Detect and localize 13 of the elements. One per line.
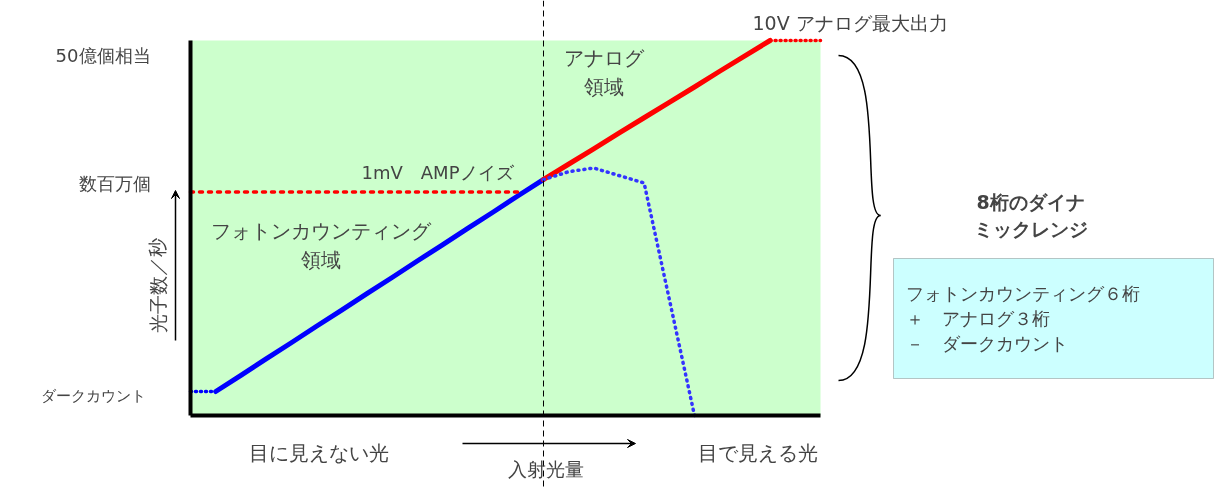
y-axis-title: 光子数／秒 bbox=[146, 238, 169, 333]
text: フォトンカウンティング６桁＋ アナログ３桁－ ダークカウント bbox=[905, 282, 1140, 355]
annotation: 1mV AMPノイズ bbox=[361, 162, 515, 183]
text: 10V アナログ最大出力 bbox=[752, 11, 948, 34]
text: 8桁のダイナミックレンジ bbox=[973, 191, 1088, 240]
x-axis-title: 入射光量 bbox=[507, 457, 584, 480]
annotation: フォトンカウンティング領域 bbox=[210, 219, 432, 272]
text: 目に見えない光 bbox=[248, 440, 389, 465]
text: ダークカウント bbox=[40, 386, 146, 405]
text: 数百万個 bbox=[78, 173, 151, 194]
text: 50億個相当 bbox=[55, 45, 151, 66]
text: 目で見える光 bbox=[697, 440, 818, 465]
annotation: アナログ領域 bbox=[563, 46, 645, 99]
